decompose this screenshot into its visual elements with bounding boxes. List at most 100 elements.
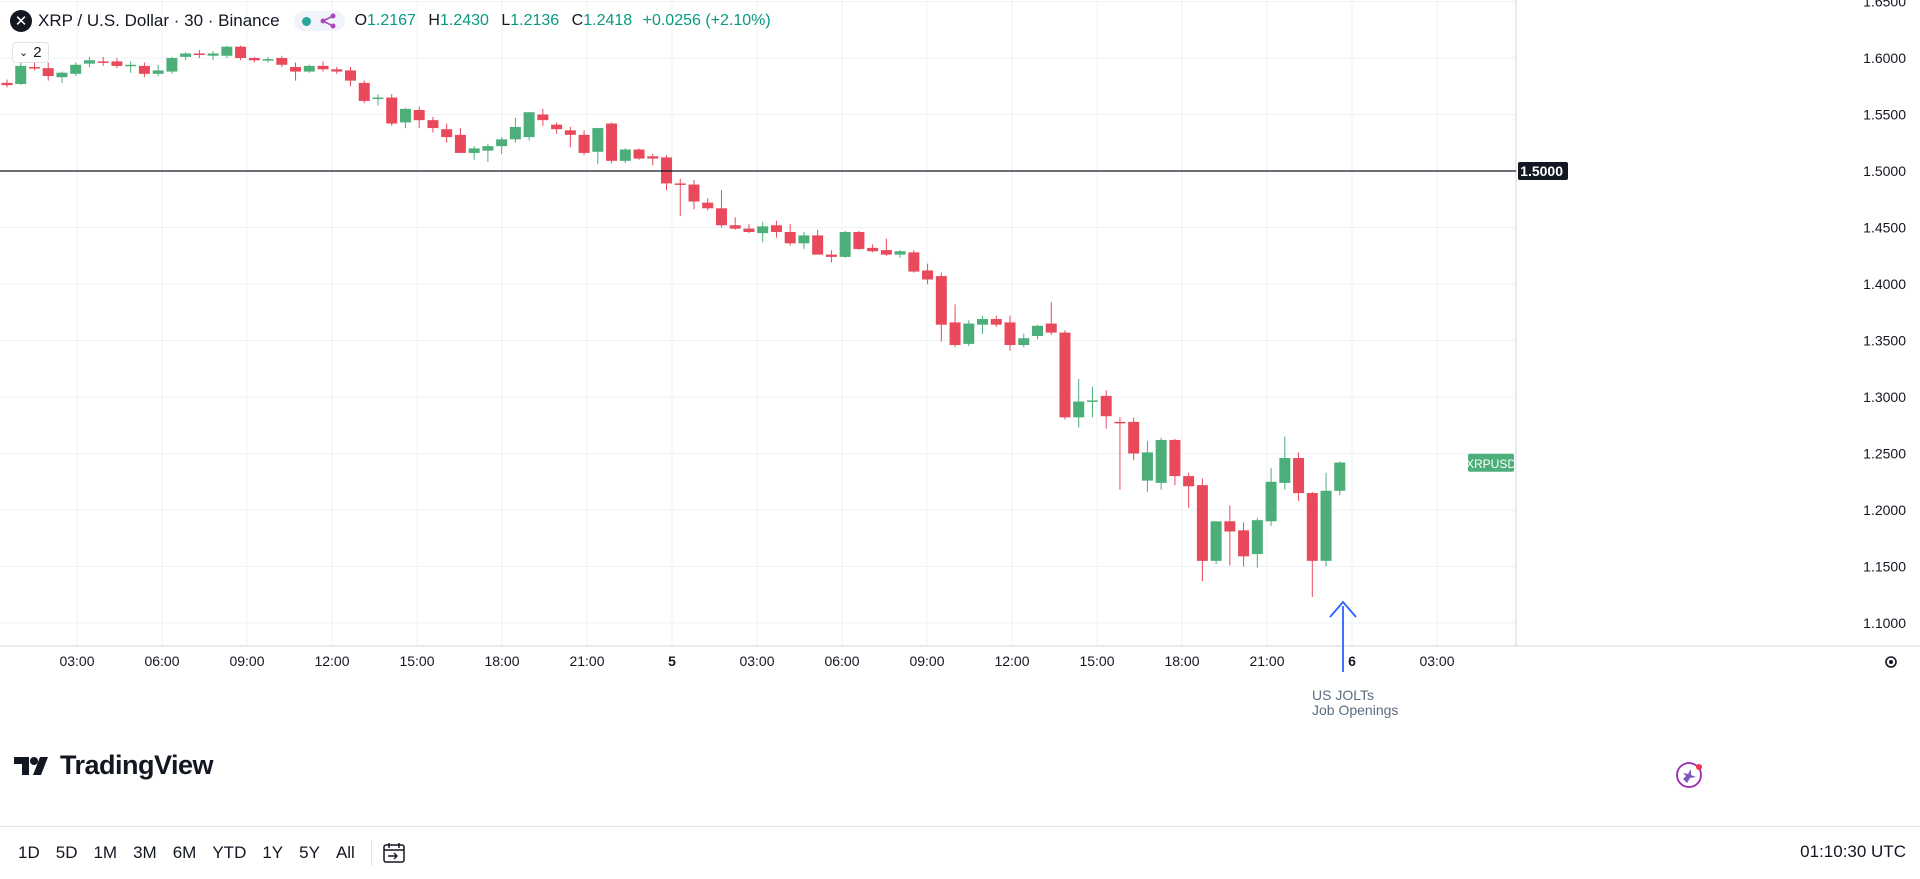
candle-down [743,224,755,234]
range-5y[interactable]: 5Y [299,843,320,862]
candle-up [1018,333,1030,348]
y-tick-label: 1.4000 [1863,276,1906,292]
candle-body [1183,476,1195,487]
candle-body [784,232,796,244]
candle-body [1100,395,1112,417]
y-tick-label: 1.1000 [1863,615,1906,631]
candle-down [537,108,549,126]
indicators-collapse-button[interactable]: ⌄ 2 [12,42,49,63]
chevron-down-icon: ⌄ [19,47,29,59]
candle-body [922,270,934,280]
candle-body [427,120,439,129]
up-arrow-icon [1329,600,1357,618]
candle-body [894,251,906,255]
candle-body [1114,421,1126,424]
candle-body [1320,490,1332,561]
range-1y[interactable]: 1Y [262,843,284,862]
x-tick-label: 15:00 [399,653,434,669]
candles [1,45,1346,598]
candle-body [290,67,302,72]
candle-body [770,225,782,233]
candle-body [1059,332,1071,418]
candle-down [606,122,618,164]
candle-up [1210,521,1222,565]
candle-down [331,67,343,74]
range-6m[interactable]: 6M [172,843,197,862]
x-tick-label: 18:00 [1164,653,1199,669]
candle-up [1086,386,1098,418]
candle-up [1155,437,1167,490]
candle-body [15,65,27,84]
candle-up [15,62,27,86]
candle-body [235,46,247,58]
candle-body [1,82,13,86]
candle-up [70,62,82,77]
candle-body [166,58,178,72]
market-open-dot-icon [301,16,311,26]
candle-down [661,155,673,191]
candle-down [729,217,741,230]
tradingview-logo[interactable]: TradingView [14,750,214,781]
utc-clock[interactable]: 01:10:30 UTC [1800,842,1906,861]
candle-up [509,117,521,143]
y-tick-label: 1.2500 [1863,446,1906,462]
candle-down [235,45,247,61]
candle-body [1141,452,1153,481]
x-tick-label: 09:00 [909,653,944,669]
candle-down [1100,390,1112,429]
candle-body [551,124,563,130]
x-tick-label: 21:00 [1249,653,1284,669]
goto-date-calendar-icon[interactable] [382,842,406,864]
range-ytd[interactable]: YTD [212,843,247,862]
candle-down [1196,478,1208,582]
candle-down [564,126,576,148]
candle-body [345,70,356,81]
candle-body [1086,400,1098,402]
candle-body [454,134,466,153]
tradingview-logo-icon [14,756,48,775]
candle-body [1004,322,1016,346]
candle-down [1224,505,1236,566]
candle-body [180,53,192,57]
candle-down [825,250,837,263]
candle-down [647,154,659,166]
symbol-title[interactable]: XRP / U.S. Dollar · 30 · Binance [38,11,280,30]
settings-gear-icon[interactable] [1885,656,1897,668]
candle-body [949,322,961,346]
ohlc-open: 1.2167 [367,12,416,29]
candle-body [935,276,947,325]
ohlc-change: +0.0256 (+2.10%) [642,12,771,29]
sparkle-badge-icon[interactable] [1676,762,1702,788]
range-1m[interactable]: 1M [93,843,118,862]
range-1d[interactable]: 1D [18,843,40,862]
candle-up [399,107,411,129]
candle-down [922,263,934,284]
candle-body [1279,458,1291,483]
range-5d[interactable]: 5D [55,843,78,862]
candle-up [1032,324,1043,340]
candle-body [28,67,40,69]
candle-down [990,315,1002,327]
candle-body [853,232,865,249]
candle-body [386,97,398,124]
symbol-legend: ✕ XRP / U.S. Dollar · 30 · Binance O1.21… [10,10,771,32]
bottom-toolbar: 1D 5D 1M 3M 6M YTD 1Y 5Y All [0,826,1920,879]
horizontal-line-label: 1.5000 [1520,163,1563,179]
ohlc-close: 1.2418 [583,12,633,29]
ohlc-high: 1.2430 [439,12,489,29]
market-status-badge[interactable] [293,11,345,31]
x-tick-label: 6 [1348,653,1356,669]
candle-down [276,55,288,68]
range-all[interactable]: All [335,843,355,862]
ohlc-low: 1.2136 [510,12,560,29]
candle-body [358,82,370,101]
last-price-label: XRPUSD [1466,457,1516,471]
candle-body [303,65,315,72]
brand-name: TradingView [60,750,214,780]
candle-up [1073,378,1085,428]
range-3m[interactable]: 3M [133,843,157,862]
candle-body [839,232,851,257]
candle-body [207,53,219,56]
candle-down [1306,491,1318,598]
